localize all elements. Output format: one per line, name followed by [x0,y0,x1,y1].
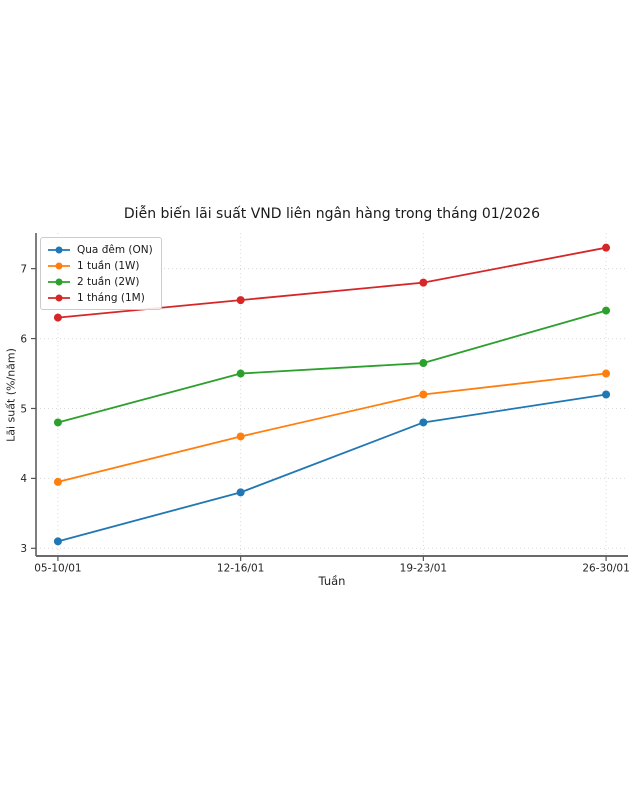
data-point [236,488,245,497]
legend-label: 2 tuần (2W) [77,275,140,288]
x-tick-label: 26-30/01 [582,563,629,575]
legend-line-marker-icon [48,294,70,301]
data-point [602,306,611,315]
data-point [236,296,245,305]
y-tick-label: 7 [20,263,27,275]
y-tick-label: 6 [20,333,27,345]
x-tick-label: 12-16/01 [217,563,264,575]
chart-title: Diễn biến lãi suất VND liên ngân hàng tr… [123,206,541,222]
legend-label: 1 tháng (1M) [77,291,145,304]
y-tick-label: 4 [20,473,27,485]
legend-item: 2 tuần (2W) [47,274,153,289]
legend-label: Qua đêm (ON) [77,243,153,256]
y-tick-label: 3 [20,543,27,555]
legend-line-marker-icon [48,262,70,269]
x-axis-label: Tuần [318,574,346,588]
y-tick-label: 5 [20,403,27,415]
series-line-1 [57,372,607,483]
data-point [602,369,611,378]
data-point [602,243,611,252]
legend-line-marker-icon [48,246,70,253]
data-point [53,537,62,546]
data-point [419,418,428,427]
x-tick-label: 05-10/01 [34,563,81,575]
legend-item: Qua đêm (ON) [47,242,153,257]
series-line-2 [57,309,607,424]
data-point [53,418,62,427]
legend-item: 1 tuần (1W) [47,258,153,273]
data-point [236,369,245,378]
data-point [53,477,62,486]
legend: Qua đêm (ON) 1 tuần (1W) 2 tuần (2W) 1 thán… [40,237,162,310]
legend-item: 1 tháng (1M) [47,290,153,305]
data-point [53,313,62,322]
series-line-0 [57,393,607,543]
data-point [602,390,611,399]
data-point [419,390,428,399]
data-point [236,432,245,441]
legend-label: 1 tuần (1W) [77,259,140,272]
x-tick-label: 19-23/01 [400,563,447,575]
data-point [419,278,428,287]
legend-line-marker-icon [48,278,70,285]
data-point [419,359,428,368]
